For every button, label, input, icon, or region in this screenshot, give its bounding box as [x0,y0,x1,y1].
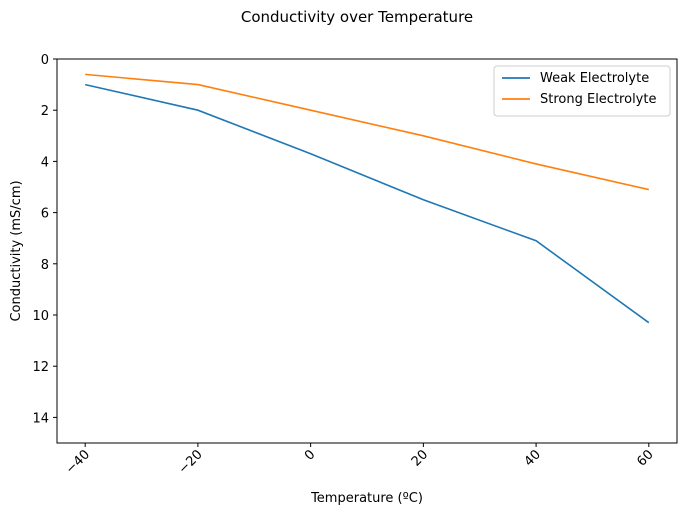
y-tick-label: 8 [41,258,49,273]
x-tick-label: 40 [522,447,544,469]
x-tick-label: −40 [63,447,93,477]
legend-frame [493,65,671,117]
series-line-weak-electrolyte [85,83,650,324]
y-tick-label: 14 [32,411,49,426]
x-tick-label: −20 [176,447,206,477]
series-layer [85,73,650,324]
series-line-strong-electrolyte [85,73,649,191]
x-axis: −40 −20 0 20 40 60 [63,443,657,477]
legend-label-strong-electrolyte: Strong Electrolyte [540,92,656,107]
legend: Weak Electrolyte Strong Electrolyte [493,65,671,117]
x-axis-label: Temperature (ºC) [310,491,423,506]
y-tick-label: 12 [32,360,49,375]
y-axis-label: Conductivity (mS/cm) [9,180,24,321]
y-tick-label: 4 [41,155,49,170]
x-tick-label: 20 [409,447,431,469]
x-tick-label: 0 [302,447,318,463]
plot-frame [56,58,678,444]
x-tick-label: 60 [634,447,656,469]
plot-area [56,58,678,444]
y-tick-label: 10 [32,309,49,324]
y-axis: 0 2 4 6 8 10 12 14 [32,53,57,426]
chart-title: Conductivity over Temperature [241,8,473,26]
y-tick-label: 6 [41,207,49,222]
y-tick-label: 2 [41,104,49,119]
y-tick-label: 0 [41,53,49,68]
legend-label-weak-electrolyte: Weak Electrolyte [540,71,649,86]
